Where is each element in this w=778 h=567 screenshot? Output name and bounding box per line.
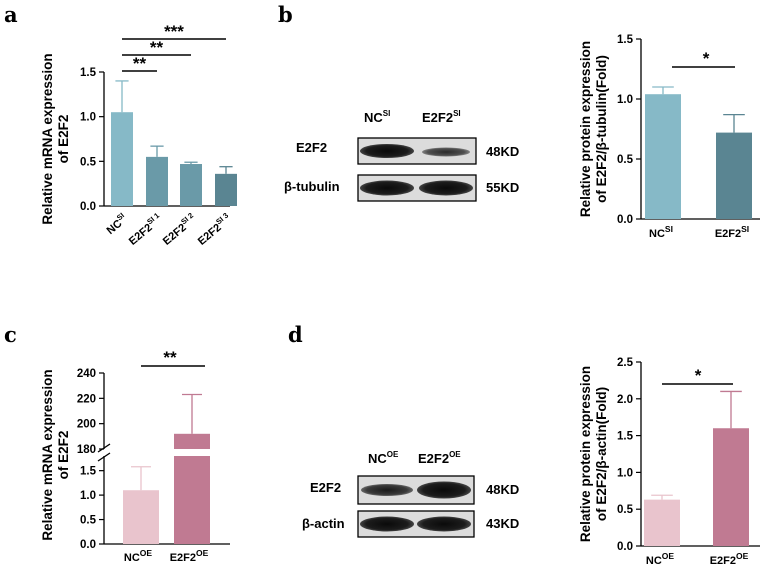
y-axis-title-line-2: of E2F2/β-actin(Fold) <box>594 387 609 521</box>
blot-b-row-1-name: E2F2 <box>296 140 327 155</box>
bar <box>713 428 749 546</box>
significance-stars: *** <box>164 22 184 41</box>
x-category-label: NCSI <box>649 224 673 240</box>
y-tick-label: 2.0 <box>617 394 633 406</box>
y-tick-label: 0.0 <box>80 539 96 551</box>
y-tick-label: 2.5 <box>617 357 634 369</box>
blot-d-band-e2f2-nc <box>361 484 413 496</box>
blot-d-row-1-name: E2F2 <box>310 480 341 495</box>
blot-d-row-2-size: 43KD <box>486 516 519 531</box>
y-axis-title-line-1: Relative protein expression <box>578 41 593 217</box>
blot-d-row-1-size: 48KD <box>486 482 519 497</box>
chart-d: 0.0 0.5 1.0 1.5 2.0 2.5 NCOE E2F2OE Relative pro… <box>578 357 760 567</box>
bar <box>146 156 168 206</box>
x-category-label: E2F2SI 1 <box>125 211 165 248</box>
western-blot-b: NCSI E2F2SI E2F2 48KD β-tubulin 55KD <box>284 109 519 202</box>
panel-label-b: b <box>278 2 293 27</box>
y-tick-label: 0.5 <box>617 154 634 166</box>
significance-stars: * <box>703 49 710 68</box>
y-tick-label: 0.0 <box>80 201 96 213</box>
y-tick-label: 1.5 <box>80 67 97 79</box>
chart-b: 0.0 0.5 1.0 1.5 NCSI E2F2SI Relative protein e… <box>578 34 760 240</box>
bar <box>111 112 133 206</box>
bar <box>645 94 681 219</box>
y-axis-title-line-1: Relative mRNA expression <box>40 53 55 224</box>
bar <box>644 499 680 546</box>
blot-b-band-e2f2-si <box>422 147 470 157</box>
y-tick-label: 220 <box>77 393 96 405</box>
blot-b-row-2-size: 55KD <box>486 180 519 195</box>
x-category-label: E2F2SI 3 <box>194 211 234 248</box>
blot-d-lane-2: E2F2OE <box>418 450 461 466</box>
y-tick-label: 1.0 <box>80 490 96 502</box>
y-tick-label: 1.0 <box>80 112 96 124</box>
bar <box>180 164 202 206</box>
x-category-label: NCOE <box>124 548 153 564</box>
blot-d-band-actin-oe <box>417 516 471 532</box>
y-tick-label: 0.5 <box>617 504 634 516</box>
blot-b-band-e2f2-nc <box>360 144 414 158</box>
y-tick-label: 1.0 <box>617 467 633 479</box>
y-tick-label: 180 <box>77 444 96 456</box>
axis-break-mark <box>97 443 111 453</box>
blot-b-band-tubulin-si <box>419 180 473 196</box>
y-tick-label: 1.5 <box>617 34 634 46</box>
y-tick-label: 0.0 <box>617 541 633 553</box>
y-tick-label: 200 <box>77 419 96 431</box>
bar <box>716 132 752 219</box>
y-axis-title-line-2: of E2F2/β-tubulin(Fold) <box>594 55 609 203</box>
bar <box>174 433 210 449</box>
blot-b-row-1-size: 48KD <box>486 144 519 159</box>
bar <box>215 173 237 206</box>
axis-break-mark <box>97 452 111 462</box>
significance-stars: ** <box>133 54 147 73</box>
y-axis-title-line-1: Relative mRNA expression <box>40 369 55 540</box>
blot-b-lane-2: E2F2SI <box>422 109 461 125</box>
panel-label-c: c <box>4 322 17 347</box>
blot-b-row-2-name: β-tubulin <box>284 179 340 194</box>
x-category-label: NCOE <box>646 551 675 567</box>
y-tick-label: 0.0 <box>617 214 633 226</box>
bar <box>174 456 210 544</box>
panel-label-d: d <box>288 322 303 347</box>
blot-d-lane-1: NCOE <box>368 450 399 466</box>
blot-d-row-2-name: β-actin <box>302 516 345 531</box>
significance-stars: ** <box>163 348 177 367</box>
x-category-label: E2F2OE <box>710 551 749 567</box>
bar <box>123 490 159 544</box>
significance-stars: * <box>695 366 702 385</box>
y-axis-title-line-2: of E2F2 <box>56 431 71 480</box>
x-category-label: E2F2OE <box>170 548 209 564</box>
y-tick-label: 1.5 <box>617 431 634 443</box>
y-tick-label: 0.5 <box>80 156 97 168</box>
y-tick-label: 1.0 <box>617 94 633 106</box>
y-tick-label: 240 <box>77 368 96 380</box>
blot-d-band-e2f2-oe <box>417 481 471 499</box>
chart-c: 180 200 220 240 0.0 0.5 1.0 1.5 NCOE E2F2OE ** Rela… <box>40 348 230 564</box>
y-axis-title-line-2: of E2F2 <box>56 115 71 164</box>
x-category-label: E2F2SI <box>715 224 749 240</box>
blot-b-band-tubulin-nc <box>360 180 414 196</box>
panel-label-a: a <box>4 2 18 27</box>
y-tick-label: 1.5 <box>80 466 97 478</box>
y-axis-title-line-1: Relative protein expression <box>578 366 593 542</box>
western-blot-d: NCOE E2F2OE E2F2 48KD β-actin 43KD <box>302 450 519 538</box>
x-category-label: NCSI <box>103 211 130 237</box>
blot-d-band-actin-nc <box>360 516 414 532</box>
x-category-label: E2F2SI 2 <box>159 211 199 248</box>
blot-b-lane-1: NCSI <box>364 109 390 125</box>
y-tick-label: 0.5 <box>80 515 97 527</box>
significance-stars: ** <box>150 38 164 57</box>
